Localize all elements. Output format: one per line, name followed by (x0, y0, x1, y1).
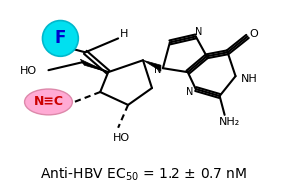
Text: HO: HO (20, 66, 36, 76)
Text: N: N (186, 87, 193, 97)
Text: NH₂: NH₂ (219, 117, 240, 127)
Circle shape (42, 21, 78, 56)
Text: O: O (249, 29, 258, 40)
Text: N≡C: N≡C (34, 95, 63, 108)
Polygon shape (80, 59, 108, 72)
Text: NH: NH (241, 74, 258, 84)
Text: Anti-HBV EC$_{50}$ = 1.2 ± 0.7 nM: Anti-HBV EC$_{50}$ = 1.2 ± 0.7 nM (40, 166, 247, 183)
Text: HO: HO (113, 133, 130, 143)
Text: H: H (120, 29, 128, 40)
Ellipse shape (25, 89, 72, 115)
Text: N: N (154, 65, 162, 75)
Text: F: F (55, 29, 66, 47)
Text: N: N (195, 27, 202, 37)
Polygon shape (143, 60, 161, 71)
